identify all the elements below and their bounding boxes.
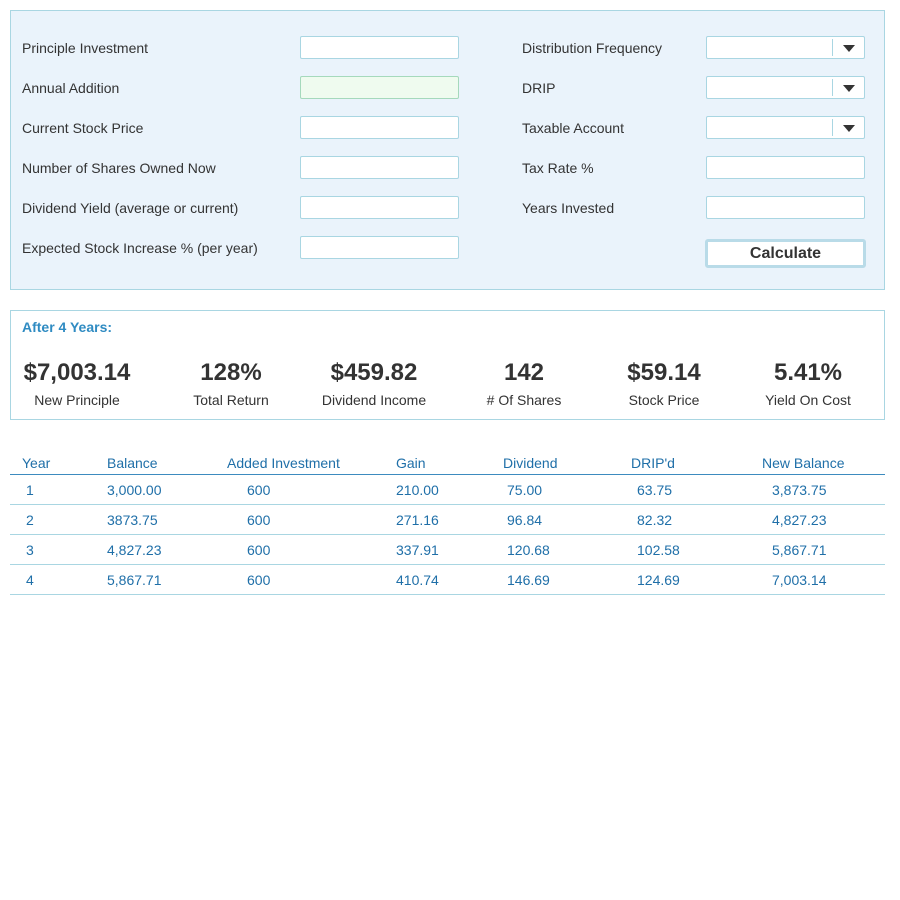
shares-owned-input[interactable]	[300, 156, 459, 179]
results-heading: After 4 Years:	[22, 319, 113, 335]
cell-new-balance: 3,873.75	[772, 482, 827, 498]
cell-dripd: 102.58	[637, 542, 680, 558]
table-row: 1 3,000.00 600 210.00 75.00 63.75 3,873.…	[10, 475, 885, 505]
select-divider	[832, 119, 833, 136]
cell-gain: 271.16	[396, 512, 439, 528]
cell-new-balance: 7,003.14	[772, 572, 827, 588]
dividend-yield-input[interactable]	[300, 196, 459, 219]
cell-balance: 3873.75	[107, 512, 158, 528]
header-added-investment: Added Investment	[227, 455, 340, 471]
cell-new-balance: 5,867.71	[772, 542, 827, 558]
caret-down-icon	[843, 85, 855, 92]
cell-added-investment: 600	[247, 482, 271, 498]
stat-label: New Principle	[34, 392, 120, 408]
stat-value: 5.41%	[773, 359, 843, 386]
stat-yield-on-cost: 5.41% Yield On Cost	[757, 359, 859, 409]
cell-dripd: 82.32	[637, 512, 673, 528]
principle-investment-label: Principle Investment	[22, 40, 149, 56]
stat-label: Total Return	[193, 392, 269, 408]
select-divider	[832, 79, 833, 96]
stat-stock-price: $59.14 Stock Price	[614, 359, 714, 409]
cell-added-investment: 600	[247, 512, 271, 528]
form-row-1: Principle Investment Distribution Freque…	[11, 36, 884, 60]
table-row: 4 5,867.71 600 410.74 146.69 124.69 7,00…	[10, 565, 885, 595]
distribution-frequency-label: Distribution Frequency	[522, 40, 663, 56]
cell-dripd: 124.69	[637, 572, 680, 588]
cell-balance: 5,867.71	[107, 572, 162, 588]
stat-value: $459.82	[330, 359, 418, 386]
stat-new-principle: $7,003.14 New Principle	[18, 359, 136, 409]
cell-year: 4	[26, 572, 34, 588]
years-invested-label: Years Invested	[522, 200, 615, 216]
form-row-3: Current Stock Price Taxable Account	[11, 116, 884, 140]
caret-down-icon	[843, 45, 855, 52]
stat-number-of-shares: 142 # Of Shares	[472, 359, 576, 409]
cell-dividend: 96.84	[507, 512, 543, 528]
results-summary: After 4 Years: $7,003.14 New Principle 1…	[10, 310, 885, 420]
cell-added-investment: 600	[247, 572, 271, 588]
stat-label: # Of Shares	[486, 392, 562, 408]
stat-value: 128%	[200, 359, 262, 386]
header-gain: Gain	[396, 455, 426, 471]
cell-dripd: 63.75	[637, 482, 673, 498]
principle-investment-input[interactable]	[300, 36, 459, 59]
cell-dividend: 75.00	[507, 482, 543, 498]
growth-table: Year Balance Added Investment Gain Divid…	[10, 449, 885, 595]
table-row: 3 4,827.23 600 337.91 120.68 102.58 5,86…	[10, 535, 885, 565]
cell-gain: 410.74	[396, 572, 439, 588]
cell-added-investment: 600	[247, 542, 271, 558]
form-row-6: Expected Stock Increase % (per year)	[11, 236, 884, 260]
header-dividend: Dividend	[503, 455, 558, 471]
tax-rate-input[interactable]	[706, 156, 865, 179]
cell-year: 1	[26, 482, 34, 498]
annual-addition-label: Annual Addition	[22, 80, 120, 96]
select-divider	[832, 39, 833, 56]
stat-label: Dividend Income	[321, 392, 427, 408]
stat-dividend-income: $459.82 Dividend Income	[319, 359, 429, 409]
caret-down-icon	[843, 125, 855, 132]
years-invested-input[interactable]	[706, 196, 865, 219]
cell-year: 2	[26, 512, 34, 528]
dividend-yield-label: Dividend Yield (average or current)	[22, 200, 239, 216]
stat-value: 142	[503, 359, 545, 386]
tax-rate-label: Tax Rate %	[522, 160, 594, 176]
header-balance: Balance	[107, 455, 158, 471]
stat-value: $59.14	[627, 359, 701, 386]
cell-balance: 3,000.00	[107, 482, 162, 498]
calculator-form: Principle Investment Distribution Freque…	[10, 10, 885, 290]
cell-gain: 337.91	[396, 542, 439, 558]
table-header: Year Balance Added Investment Gain Divid…	[10, 449, 885, 475]
stat-value: $7,003.14	[23, 359, 131, 386]
cell-gain: 210.00	[396, 482, 439, 498]
taxable-account-label: Taxable Account	[522, 120, 624, 136]
annual-addition-input[interactable]	[300, 76, 459, 99]
shares-owned-label: Number of Shares Owned Now	[22, 160, 216, 176]
cell-balance: 4,827.23	[107, 542, 162, 558]
cell-dividend: 120.68	[507, 542, 550, 558]
table-row: 2 3873.75 600 271.16 96.84 82.32 4,827.2…	[10, 505, 885, 535]
cell-year: 3	[26, 542, 34, 558]
form-row-5: Dividend Yield (average or current) Year…	[11, 196, 884, 220]
current-stock-price-input[interactable]	[300, 116, 459, 139]
taxable-account-select[interactable]	[706, 116, 865, 139]
stat-label: Stock Price	[628, 392, 700, 408]
header-dripd: DRIP'd	[631, 455, 675, 471]
cell-new-balance: 4,827.23	[772, 512, 827, 528]
header-new-balance: New Balance	[762, 455, 845, 471]
expected-stock-increase-label: Expected Stock Increase % (per year)	[22, 240, 258, 256]
form-row-4: Number of Shares Owned Now Tax Rate %	[11, 156, 884, 180]
cell-dividend: 146.69	[507, 572, 550, 588]
drip-select[interactable]	[706, 76, 865, 99]
header-year: Year	[22, 455, 51, 471]
stat-label: Yield On Cost	[765, 392, 851, 408]
drip-label: DRIP	[522, 80, 556, 96]
calculate-button[interactable]: Calculate	[705, 239, 866, 268]
expected-stock-increase-input[interactable]	[300, 236, 459, 259]
stat-total-return: 128% Total Return	[181, 359, 281, 409]
current-stock-price-label: Current Stock Price	[22, 120, 144, 136]
distribution-frequency-select[interactable]	[706, 36, 865, 59]
form-row-2: Annual Addition DRIP	[11, 76, 884, 100]
